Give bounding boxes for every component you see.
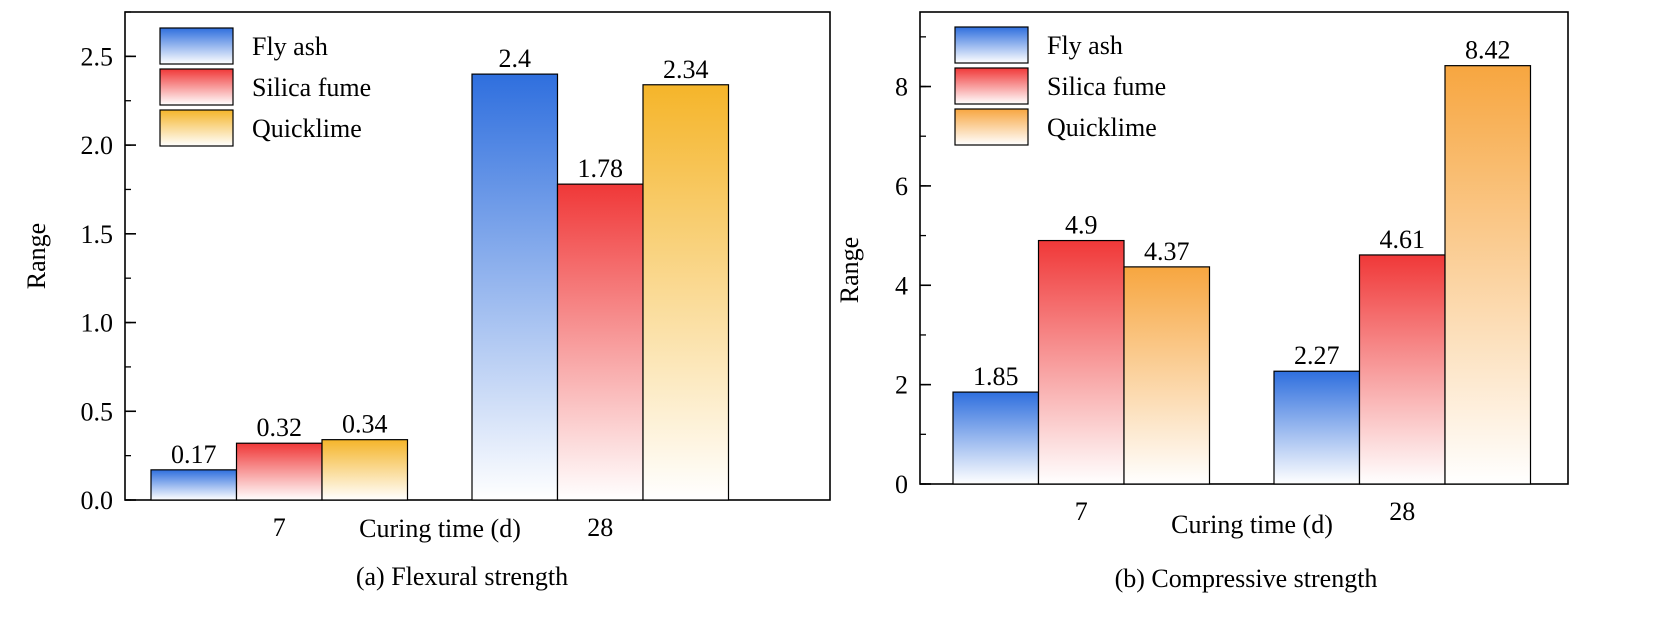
x-axis-label: Curing time (d) [1171,510,1333,539]
panel-caption: (a) Flexural strength [356,562,568,591]
data-label-quicklime-28: 8.42 [1465,36,1511,65]
legend: Fly ash Silica fume Quicklime [159,27,371,147]
x-tick-label: 7 [1075,497,1088,526]
y-tick-label: 0.5 [81,397,114,426]
x-axis: 7 28 [1075,474,1415,526]
legend-label-silica-fume: Silica fume [252,73,371,102]
y-tick-label: 2 [895,371,908,400]
bar-quicklime-7 [1123,266,1211,485]
bars [952,65,1532,485]
legend-label-quicklime: Quicklime [1047,113,1157,142]
bar-silica-fume-28 [556,183,644,501]
y-axis-label: Range [22,223,51,289]
bar-silica-fume-7 [1037,239,1125,485]
legend-swatch-quicklime [159,109,234,147]
legend-label-silica-fume: Silica fume [1047,72,1166,101]
y-tick-label: 1.0 [81,309,114,338]
x-tick-label: 28 [587,513,613,542]
y-tick-label: 2.5 [81,42,114,71]
bar-fly-ash-28 [471,73,559,501]
x-axis-label: Curing time (d) [359,514,521,543]
plot-frame [919,11,1569,485]
bar-quicklime-7 [321,439,409,501]
bar-silica-fume-7 [235,442,323,501]
bar-quicklime-28 [1444,65,1532,485]
data-label-quicklime-28: 2.34 [663,55,709,84]
data-label-fly-ash-28: 2.4 [499,44,532,73]
bar-silica-fume-28 [1358,254,1446,485]
y-tick-label: 6 [895,172,908,201]
y-tick-label: 8 [895,73,908,102]
data-label-silica-fume-7: 4.9 [1065,211,1098,240]
y-tick-label: 0 [895,470,908,499]
data-label-silica-fume-28: 4.61 [1380,225,1426,254]
y-tick-label: 4 [895,271,908,300]
y-tick-label: 1.5 [81,220,114,249]
y-axis-label: Range [835,237,864,303]
legend-swatch-fly-ash [159,27,234,65]
data-label-silica-fume-28: 1.78 [578,154,624,183]
legend-swatch-fly-ash [954,26,1029,64]
legend-swatch-silica-fume [159,68,234,106]
data-label-silica-fume-7: 0.32 [257,413,303,442]
bar-fly-ash-28 [1273,370,1361,485]
y-tick-label: 2.0 [81,131,114,160]
x-tick-label: 28 [1389,497,1415,526]
y-axis: 0 2 4 6 8 [895,36,931,499]
legend-swatch-silica-fume [954,67,1029,105]
x-tick-label: 7 [273,513,286,542]
legend-label-fly-ash: Fly ash [252,32,328,61]
data-label-quicklime-7: 4.37 [1144,237,1190,266]
legend-label-quicklime: Quicklime [252,114,362,143]
panel-flexural-strength: 0.0 0.5 1.0 1.5 2.0 2.5 7 28 0.17 0.32 0.34 2.4 1.… [22,11,831,591]
bar-quicklime-28 [642,84,730,501]
data-labels: 1.85 4.9 4.37 2.27 4.61 8.42 [973,36,1511,391]
legend-label-fly-ash: Fly ash [1047,31,1123,60]
bar-fly-ash-7 [952,391,1040,485]
legend-swatch-quicklime [954,108,1029,146]
data-label-fly-ash-7: 1.85 [973,362,1019,391]
panel-caption: (b) Compressive strength [1115,564,1378,593]
data-label-fly-ash-28: 2.27 [1294,341,1340,370]
legend: Fly ash Silica fume Quicklime [954,26,1166,146]
data-label-fly-ash-7: 0.17 [171,440,217,469]
data-labels: 0.17 0.32 0.34 2.4 1.78 2.34 [171,44,709,469]
y-axis: 0.0 0.5 1.0 1.5 2.0 2.5 [81,11,136,515]
data-label-quicklime-7: 0.34 [342,410,388,439]
bars [150,73,730,501]
y-tick-label: 0.0 [81,486,114,515]
bar-fly-ash-7 [150,469,238,501]
